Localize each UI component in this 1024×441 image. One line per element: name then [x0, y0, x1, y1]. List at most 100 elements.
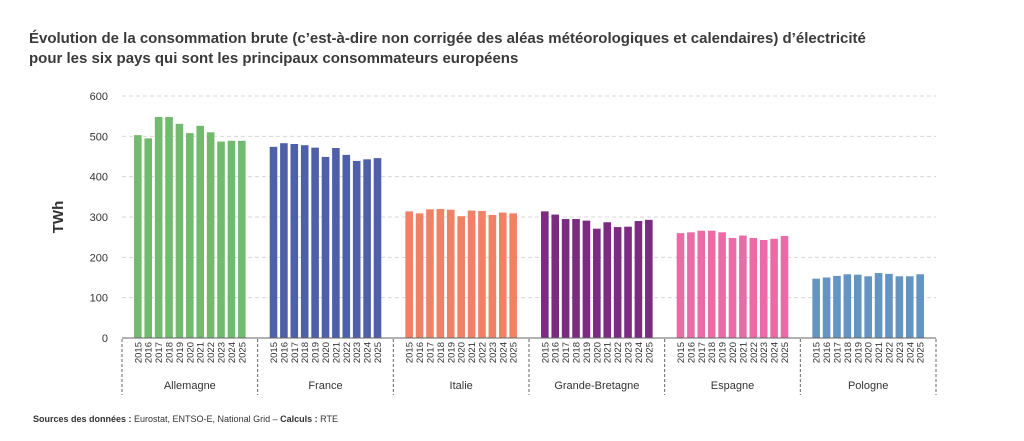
bar-France-2021: [332, 148, 340, 338]
x-tick-label: 2021: [467, 342, 478, 363]
x-tick-label: 2023: [352, 342, 363, 363]
bar-Pologne-2020: [864, 276, 872, 338]
x-tick-label: 2019: [175, 342, 186, 363]
bar-Allemagne-2025: [238, 140, 246, 338]
bar-Allemagne-2015: [134, 135, 142, 338]
x-tick-label: 2019: [853, 342, 864, 363]
x-tick-label: 2015: [133, 342, 144, 363]
x-tick-label: 2015: [540, 342, 551, 363]
bar-Allemagne-2022: [206, 132, 215, 338]
y-tick-label: 300: [90, 212, 108, 224]
x-tick-label: 2023: [217, 342, 228, 363]
bar-France-2020: [321, 156, 330, 338]
group-label: Pologne: [848, 380, 888, 392]
bar-Italie-2015: [405, 211, 413, 338]
x-tick-label: 2015: [812, 342, 823, 363]
x-tick-label: 2025: [509, 342, 520, 363]
bar-France-2025: [373, 158, 382, 338]
x-tick-label: 2020: [592, 342, 603, 363]
bar-Italie-2020: [457, 216, 465, 338]
x-tick-label: 2021: [331, 342, 342, 363]
bar-France-2016: [280, 143, 288, 338]
bar-France-2018: [300, 145, 309, 338]
x-tick-label: 2022: [477, 342, 488, 363]
bar-Pologne-2017: [833, 275, 841, 338]
x-tick-label: 2018: [300, 342, 311, 363]
x-tick-label: 2024: [905, 342, 916, 363]
x-tick-label: 2015: [269, 342, 280, 363]
x-tick-label: 2016: [551, 342, 562, 363]
bar-Allemagne-2020: [186, 133, 194, 338]
x-tick-label: 2019: [718, 342, 729, 363]
bar-Grande-Bretagne-2023: [624, 226, 632, 338]
x-tick-label: 2021: [603, 342, 614, 363]
x-tick-label: 2024: [227, 342, 238, 363]
chart-title: Évolution de la consommation brute (c’es…: [29, 29, 866, 69]
bar-Pologne-2016: [822, 277, 831, 338]
bar-Grande-Bretagne-2015: [541, 211, 549, 338]
bar-France-2019: [311, 147, 319, 338]
bar-Italie-2022: [478, 210, 486, 338]
y-tick-label: 200: [90, 252, 108, 264]
x-tick-label: 2020: [457, 342, 468, 363]
x-tick-label: 2024: [363, 342, 374, 363]
source-note: Sources des données : Eurostat, ENTSO-E,…: [33, 414, 338, 424]
x-tick-label: 2022: [342, 342, 353, 363]
title-line-1: Évolution de la consommation brute (c’es…: [29, 30, 866, 47]
x-tick-label: 2020: [864, 342, 875, 363]
source-label: Sources des données :: [33, 414, 132, 424]
bar-Espagne-2016: [687, 232, 695, 338]
x-tick-label: 2025: [373, 342, 384, 363]
x-tick-label: 2016: [279, 342, 290, 363]
bar-Italie-2021: [467, 210, 476, 338]
bar-Pologne-2024: [905, 276, 914, 338]
x-tick-label: 2015: [676, 342, 687, 363]
group-label: Italie: [450, 380, 473, 392]
x-tick-label: 2018: [436, 342, 447, 363]
bar-Espagne-2017: [697, 230, 706, 338]
y-axis-label: TWh: [50, 201, 67, 233]
y-tick-label: 500: [90, 131, 108, 143]
bar-France-2023: [352, 160, 361, 338]
bar-Espagne-2018: [707, 230, 716, 338]
bar-Allemagne-2016: [144, 138, 153, 338]
group-label: Espagne: [711, 380, 754, 392]
bar-Espagne-2025: [780, 235, 789, 338]
x-tick-label: 2021: [738, 342, 749, 363]
x-tick-label: 2023: [624, 342, 635, 363]
x-tick-label: 2023: [488, 342, 499, 363]
x-tick-label: 2023: [895, 342, 906, 363]
bar-Italie-2017: [426, 209, 434, 338]
x-tick-label: 2025: [644, 342, 655, 363]
x-tick-label: 2019: [582, 342, 593, 363]
bar-Espagne-2024: [770, 238, 778, 338]
x-tick-label: 2018: [707, 342, 718, 363]
bar-Pologne-2015: [812, 278, 820, 338]
x-tick-label: 2020: [728, 342, 739, 363]
calc-text: RTE: [317, 414, 338, 424]
x-tick-label: 2022: [613, 342, 624, 363]
bar-Espagne-2023: [759, 239, 768, 338]
y-tick-label: 0: [102, 333, 108, 345]
bar-Grande-Bretagne-2021: [603, 222, 612, 338]
x-tick-label: 2016: [686, 342, 697, 363]
bar-Italie-2018: [436, 208, 445, 338]
bar-France-2024: [363, 159, 371, 338]
bar-Grande-Bretagne-2016: [551, 214, 560, 338]
x-tick-label: 2018: [572, 342, 583, 363]
bar-Espagne-2022: [749, 237, 758, 338]
x-tick-label: 2016: [415, 342, 426, 363]
bar-Italie-2019: [446, 209, 455, 338]
bar-Grande-Bretagne-2017: [561, 219, 570, 338]
x-tick-label: 2022: [206, 342, 217, 363]
group-label: Grande-Bretagne: [554, 380, 639, 392]
calc-label: Calculs :: [280, 414, 318, 424]
x-tick-label: 2025: [780, 342, 791, 363]
bar-Espagne-2019: [718, 232, 726, 338]
bar-Espagne-2021: [739, 235, 747, 338]
x-tick-label: 2017: [561, 342, 572, 363]
x-tick-label: 2018: [165, 342, 176, 363]
title-line-2: pour les six pays qui sont les principau…: [29, 50, 519, 67]
x-tick-label: 2023: [759, 342, 770, 363]
x-tick-label: 2024: [770, 342, 781, 363]
